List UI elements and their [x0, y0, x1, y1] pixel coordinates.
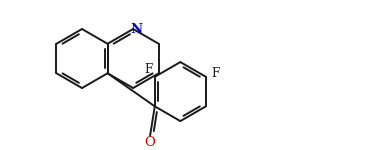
Text: N: N [131, 22, 143, 36]
Text: F: F [211, 67, 219, 80]
Text: O: O [145, 136, 155, 149]
Text: F: F [145, 63, 153, 76]
